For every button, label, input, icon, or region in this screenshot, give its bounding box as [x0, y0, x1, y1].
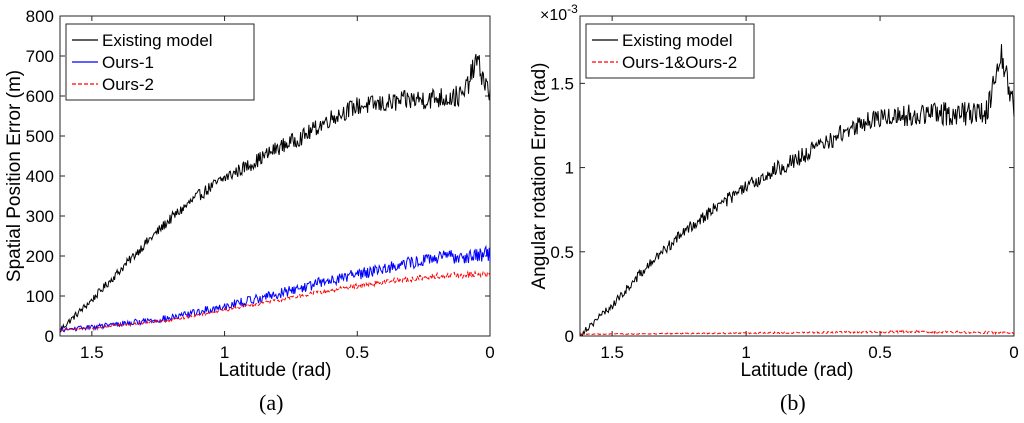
legend-label: Existing model [102, 31, 213, 50]
x-tick-label: 1 [220, 343, 229, 362]
y-tick-label: 600 [26, 87, 54, 106]
legend-label: Existing model [622, 31, 733, 50]
series-group [579, 44, 1015, 336]
y-tick-label: 1 [565, 159, 574, 178]
y-tick-label: 0 [45, 327, 54, 346]
legend-label: Ours-2 [102, 75, 154, 94]
series-line-ours-1-ours-2 [580, 329, 1015, 336]
x-tick-label: 0 [1009, 343, 1018, 362]
y-tick-label: 200 [26, 247, 54, 266]
y-tick-label: 800 [26, 7, 54, 26]
y-tick-label: 300 [26, 207, 54, 226]
caption-a: (a) [259, 390, 284, 415]
x-tick-label: 0.5 [345, 343, 369, 362]
series-line-existing-model [579, 44, 1015, 336]
y-exponent-power: -3 [567, 2, 578, 16]
chart-panel-b: 1.5 1 0.5 0 0 0.5 1 1.5 ×10-3 Latitude (rad) Angul… [529, 2, 1019, 381]
y-axis-label: Angular rotation Error (rad) [529, 62, 550, 289]
y-tick-label: 1.5 [550, 74, 574, 93]
y-tick-label: 500 [26, 127, 54, 146]
y-tick-label: 700 [26, 47, 54, 66]
y-axis-label: Spatial Position Error (m) [4, 70, 25, 282]
x-tick-label: 0.5 [868, 343, 892, 362]
legend-label: Ours-1 [102, 53, 154, 72]
y-tick-label: 0 [565, 327, 574, 346]
x-tick-label: 1 [741, 343, 750, 362]
series-line-existing-model [59, 54, 491, 333]
caption-b: (b) [780, 390, 806, 415]
y-tick-label: 100 [26, 287, 54, 306]
y-tick-label: 400 [26, 167, 54, 186]
x-axis-label: Latitude (rad) [218, 360, 331, 381]
y-exponent-label: ×10-3 [540, 2, 578, 24]
series-line-ours-2 [59, 269, 491, 332]
legend-box [65, 23, 255, 101]
legend-label: Ours-1&Ours-2 [622, 53, 737, 72]
y-tick-label: 0.5 [550, 243, 574, 262]
x-tick-label: 1.5 [80, 343, 104, 362]
series-group [59, 54, 491, 333]
x-axis-label: Latitude (rad) [740, 360, 853, 381]
x-tick-label: 1.5 [600, 343, 624, 362]
chart-panel-a: 1.5 1 0.5 0 0 100 200 300 400 500 600 700 800 Latitud… [4, 7, 495, 381]
legend-box [585, 23, 755, 79]
x-tick-label: 0 [485, 343, 494, 362]
